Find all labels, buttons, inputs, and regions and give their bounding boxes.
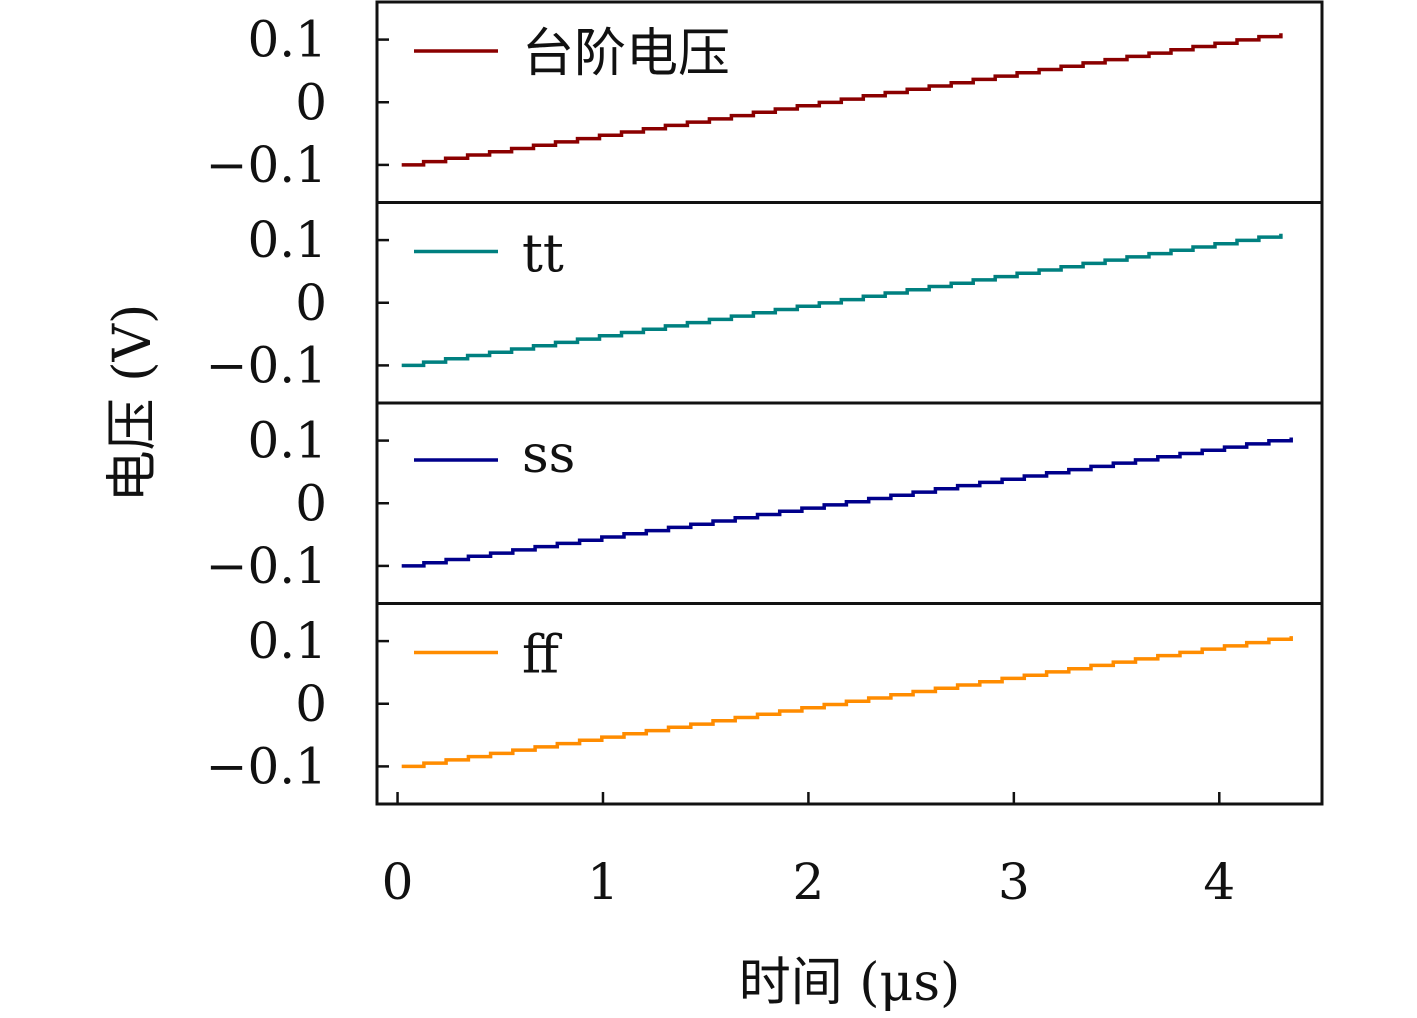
panel-1-y-tick-label: −0.1: [206, 136, 327, 194]
panel-2-legend-label: tt: [522, 225, 564, 285]
x-tick-label: 3: [998, 853, 1030, 911]
panel-1-frame: [375, 0, 1324, 204]
panel-1-series-line: [401, 33, 1283, 167]
x-tick-label: 0: [382, 853, 414, 911]
x-tick-label: 1: [587, 853, 619, 911]
panel-2-frame: [375, 201, 1324, 405]
x-tick-label: 4: [1203, 853, 1235, 911]
panel-3-y-tick-label: 0: [295, 474, 327, 532]
x-tick-label: 2: [793, 853, 825, 911]
panel-3-y-tick-label: −0.1: [206, 537, 327, 595]
panel-2-y-tick-label: 0.1: [247, 211, 327, 269]
panel-4-y-tick-label: 0: [295, 675, 327, 733]
panel-3-legend-label: ss: [522, 425, 575, 485]
panel-2-y-tick-label: −0.1: [206, 336, 327, 394]
y-axis-title: 电压 (V): [103, 304, 163, 503]
panel-4-series-line: [401, 636, 1293, 769]
panel-3-series-line: [401, 437, 1293, 568]
panel-2-series-line: [401, 233, 1283, 368]
panel-4-legend-label: ff: [522, 626, 563, 686]
panel-1-y-tick-label: 0: [295, 73, 327, 131]
panel-4-frame: [375, 602, 1324, 806]
panel-3-y-tick-label: 0.1: [247, 412, 327, 470]
panel-2-y-tick-label: 0: [295, 274, 327, 332]
panel-1-y-tick-label: 0.1: [247, 11, 327, 69]
panel-1-legend-label: 台阶电压: [522, 24, 730, 84]
panel-4-y-tick-label: 0.1: [247, 612, 327, 670]
x-axis-title: 时间 (μs): [739, 953, 961, 1013]
panel-4-y-tick-label: −0.1: [206, 737, 327, 795]
